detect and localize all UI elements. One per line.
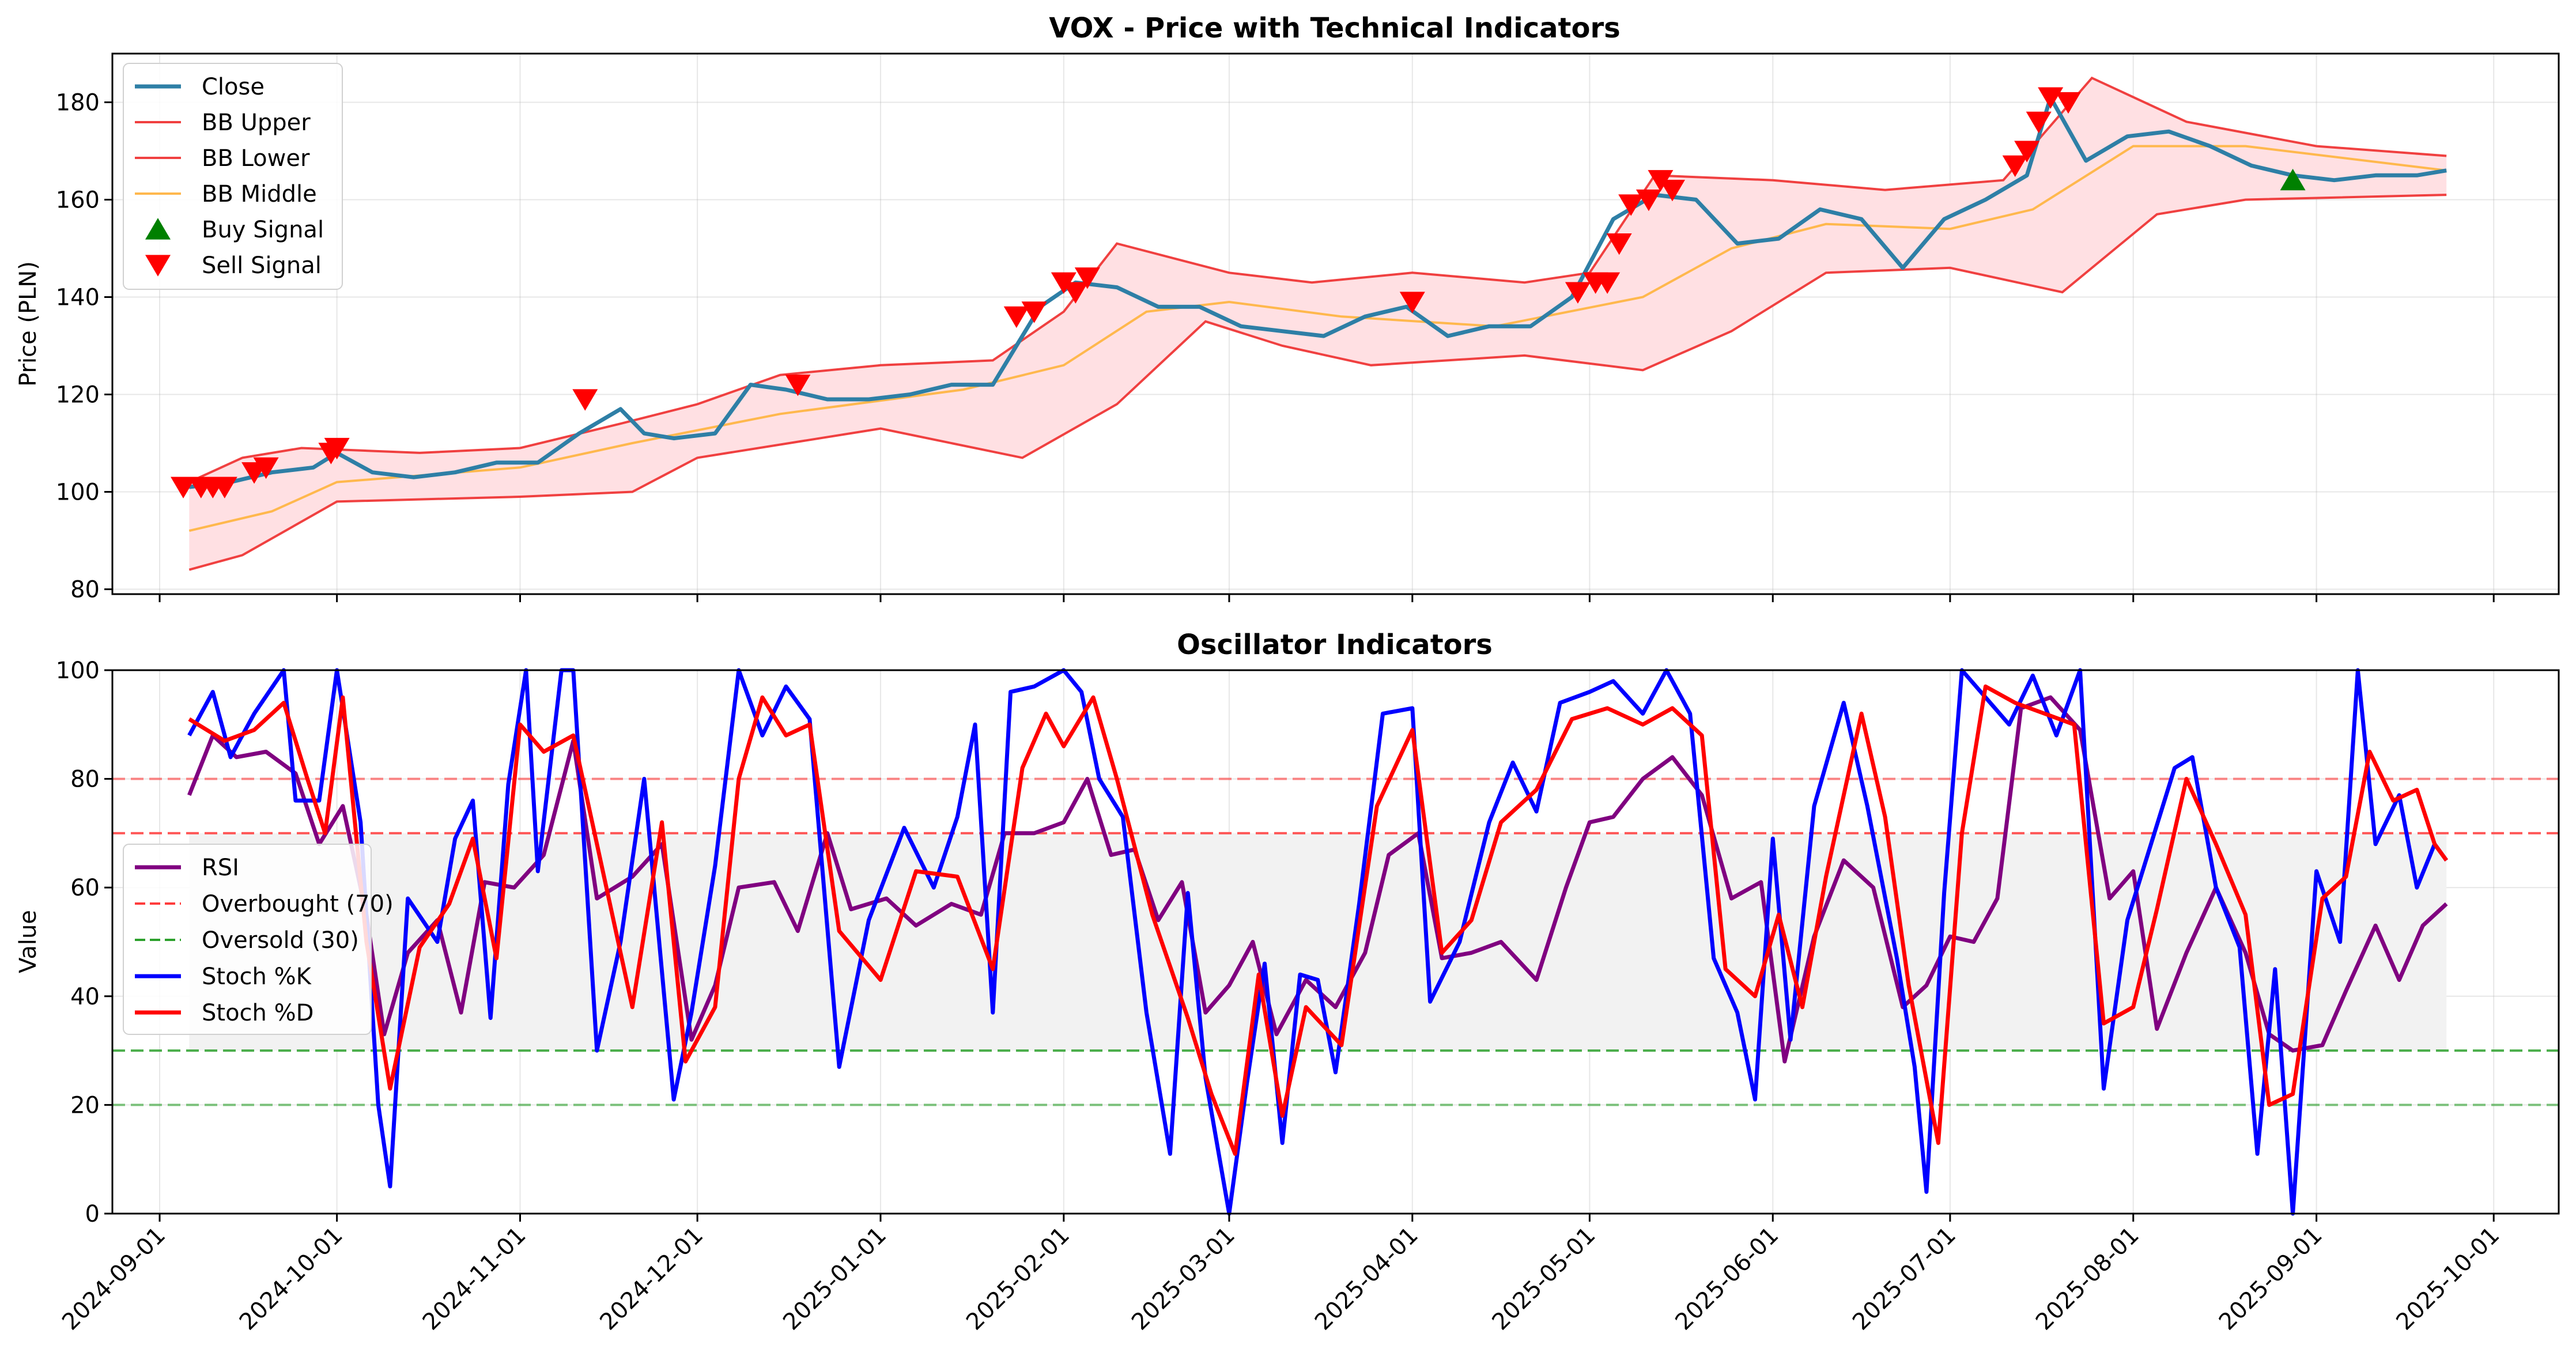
oscillator-legend-label: Stoch %K bbox=[202, 964, 312, 990]
sell-signal-marker bbox=[2026, 111, 2052, 134]
price-lines bbox=[188, 76, 2447, 571]
oscillator-legend: RSI Overbought (70) Oversold (30) Stoch %K S… bbox=[123, 844, 394, 1035]
date-tick-label: 2025-09-01 bbox=[2214, 1222, 2328, 1336]
oscillator-y-tick-label: 60 bbox=[70, 875, 100, 901]
sell-signal-marker bbox=[1659, 180, 1685, 202]
price-legend-swatch bbox=[145, 218, 171, 240]
close-price-line bbox=[188, 95, 2447, 489]
sell-signal-marker bbox=[171, 477, 197, 498]
oscillator-y-axis-label: Value bbox=[15, 910, 41, 973]
price-y-tick-label: 80 bbox=[70, 577, 100, 603]
price-y-tick-label: 100 bbox=[56, 479, 100, 506]
oscillator-y-tick-label: 100 bbox=[56, 658, 100, 684]
price-x-ticks bbox=[158, 594, 2495, 602]
sell-signal-marker bbox=[1595, 272, 1621, 294]
oscillator-y-ticks: 0 20 40 60 80 100 bbox=[56, 658, 112, 1227]
price-y-tick-label: 160 bbox=[56, 187, 100, 214]
price-y-tick-label: 140 bbox=[56, 285, 100, 311]
date-tick-label: 2025-05-01 bbox=[1487, 1222, 1601, 1336]
date-tick-label: 2024-11-01 bbox=[418, 1222, 531, 1336]
date-tick-label: 2025-10-01 bbox=[2391, 1222, 2505, 1336]
threshold-lines bbox=[112, 777, 2559, 1106]
date-tick-label: 2025-07-01 bbox=[1848, 1222, 1961, 1336]
oscillator-legend-label: Stoch %D bbox=[202, 1000, 313, 1026]
price-y-axis-label: Price (PLN) bbox=[15, 261, 41, 387]
oscillator-legend-label: Oversold (30) bbox=[202, 927, 359, 954]
oscillator-lines bbox=[187, 668, 2449, 1216]
bollinger-band-area bbox=[189, 78, 2447, 570]
price-y-tick-label: 120 bbox=[56, 382, 100, 409]
oscillator-y-tick-label: 0 bbox=[85, 1201, 100, 1227]
price-legend: Close BB Upper BB Lower BB Middle Buy Signal… bbox=[123, 63, 343, 290]
price-legend-label: Close bbox=[202, 74, 265, 100]
sell-signal-marker bbox=[1606, 233, 1632, 255]
oscillator-y-tick-label: 20 bbox=[70, 1092, 100, 1119]
date-tick-label: 2024-10-01 bbox=[235, 1222, 348, 1336]
price-chart-title: VOX - Price with Technical Indicators bbox=[1049, 12, 1620, 44]
sell-signal-marker bbox=[2014, 141, 2040, 163]
sell-signal-marker bbox=[1399, 292, 1425, 313]
bollinger-band-fill bbox=[189, 78, 2447, 570]
sell-signal-marker bbox=[2055, 92, 2081, 114]
price-axes-frame bbox=[111, 52, 2560, 595]
date-tick-label: 2025-08-01 bbox=[2031, 1222, 2144, 1336]
sell-signal-marker bbox=[1565, 282, 1591, 304]
price-legend-swatch bbox=[145, 255, 171, 277]
oscillator-legend-label: Overbought (70) bbox=[202, 891, 394, 917]
buy-signal-marker bbox=[2280, 168, 2306, 191]
neutral-zone-fill bbox=[189, 833, 2447, 1051]
sell-signal-marker bbox=[1003, 306, 1029, 328]
bb-upper-line bbox=[188, 76, 2447, 483]
date-tick-label: 2024-12-01 bbox=[595, 1222, 708, 1336]
date-tick-label: 2024-09-01 bbox=[57, 1222, 171, 1336]
oscillator-x-ticks: 2024-09-01 2024-10-01 2024-11-01 2024-12-01… bbox=[57, 1214, 2505, 1335]
sell-signal-marker bbox=[572, 389, 598, 411]
sell-signal-marker bbox=[1074, 267, 1100, 289]
date-tick-label: 2025-06-01 bbox=[1670, 1222, 1784, 1336]
date-tick-label: 2025-02-01 bbox=[961, 1222, 1075, 1336]
sell-signal-marker bbox=[1618, 194, 1644, 216]
price-y-ticks: 80 100 120 140 160 180 bbox=[56, 90, 112, 603]
oscillator-legend-box bbox=[123, 844, 372, 1035]
stoch-d-line bbox=[188, 684, 2449, 1156]
oscillator-chart-title: Oscillator Indicators bbox=[1177, 629, 1493, 661]
signal-markers bbox=[171, 87, 2306, 498]
oscillator-y-tick-label: 40 bbox=[70, 984, 100, 1010]
sell-signal-marker bbox=[324, 437, 350, 460]
price-legend-label: Buy Signal bbox=[202, 217, 324, 243]
neutral-zone-rect bbox=[189, 833, 2447, 1051]
oscillator-y-tick-label: 80 bbox=[70, 766, 100, 793]
date-tick-label: 2025-03-01 bbox=[1127, 1222, 1240, 1336]
sell-signal-marker bbox=[1063, 282, 1089, 304]
sell-signal-marker bbox=[211, 477, 237, 498]
sell-signal-marker bbox=[1636, 189, 1661, 211]
sell-signal-marker bbox=[785, 375, 811, 396]
price-panel: VOX - Price with Technical Indicators 80… bbox=[15, 12, 2560, 603]
price-legend-label: BB Lower bbox=[202, 145, 310, 172]
rsi-line bbox=[187, 695, 2448, 1064]
price-legend-label: Sell Signal bbox=[202, 252, 322, 279]
sell-signal-marker bbox=[253, 457, 279, 479]
date-tick-label: 2025-01-01 bbox=[778, 1222, 892, 1336]
oscillator-panel: Oscillator Indicators 0 20 40 60 80 100 2024-… bbox=[15, 629, 2560, 1335]
price-legend-label: BB Middle bbox=[202, 181, 317, 207]
price-legend-label: BB Upper bbox=[202, 109, 311, 136]
sell-signal-marker bbox=[2002, 155, 2028, 177]
price-y-tick-label: 180 bbox=[56, 90, 100, 116]
sell-signal-marker bbox=[1021, 301, 1047, 323]
bb-lower-line bbox=[188, 194, 2447, 571]
oscillator-legend-label: RSI bbox=[202, 855, 239, 881]
date-tick-label: 2025-04-01 bbox=[1310, 1222, 1423, 1336]
oscillator-axes-frame bbox=[111, 669, 2560, 1215]
price-legend-box bbox=[123, 63, 343, 290]
